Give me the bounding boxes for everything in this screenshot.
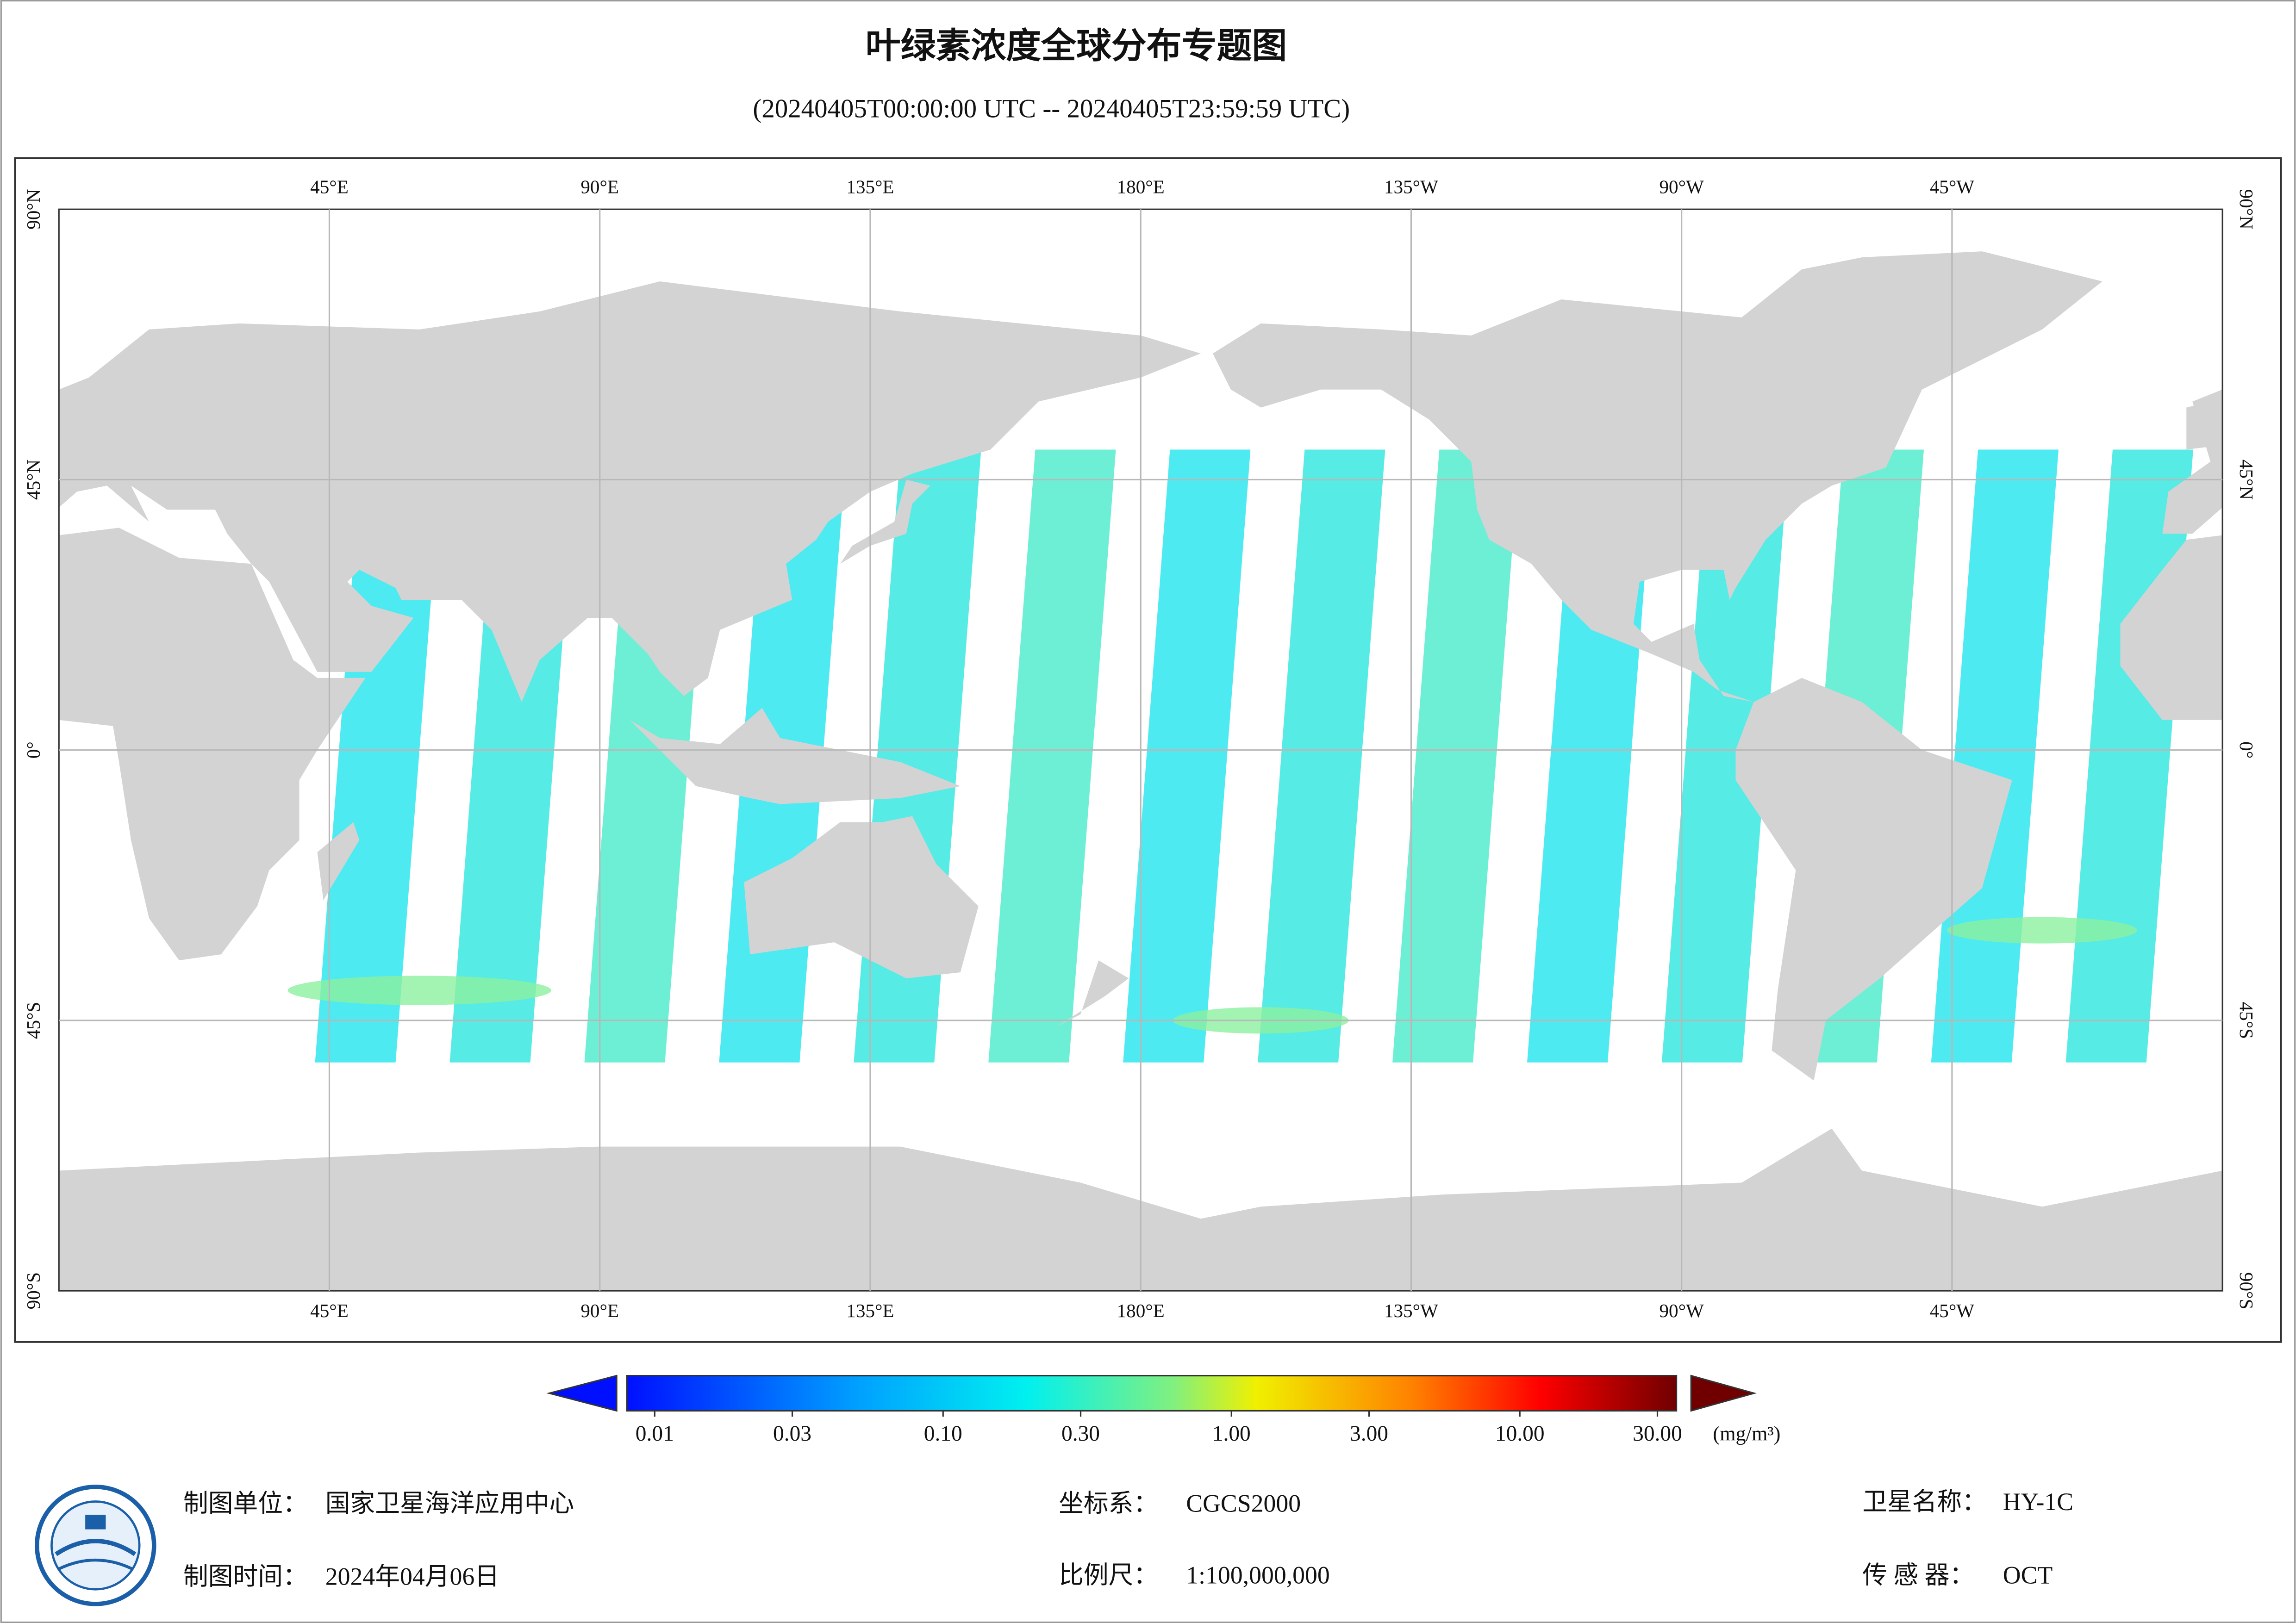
lat-label: 45°N (23, 460, 44, 500)
data-swath (1123, 449, 1251, 1063)
data-swath (315, 449, 443, 1063)
data-swath (988, 449, 1116, 1063)
land (1735, 678, 2012, 1081)
lon-label: 45°W (1930, 176, 1975, 197)
land (59, 281, 1201, 702)
footer-value: CGCS2000 (1186, 1489, 1301, 1517)
land (317, 822, 360, 901)
colorbar-high-arrow (1690, 1374, 1757, 1412)
land (59, 528, 366, 961)
footer-label: 比例尺： (1059, 1561, 1158, 1589)
logo (35, 1485, 156, 1606)
lon-label: 135°E (846, 176, 894, 197)
footer-label: 制图单位： (183, 1489, 308, 1517)
data-swath (1258, 449, 1385, 1063)
map-frame (14, 157, 2282, 1343)
land (2120, 535, 2223, 720)
data-patch (1947, 917, 2138, 944)
colorbar-tick-label: 0.01 (636, 1422, 674, 1446)
colorbar-tick-label: 10.00 (1495, 1422, 1545, 1446)
footer-label: 坐标系： (1059, 1489, 1158, 1517)
land (1056, 960, 1129, 1026)
footer-value: 1:100,000,000 (1186, 1561, 1330, 1589)
colorbar-tick-label: 3.00 (1350, 1422, 1388, 1446)
lat-label: 45°S (2236, 1002, 2257, 1039)
land (744, 816, 979, 979)
lon-label: 90°E (580, 176, 619, 197)
lon-label: 135°W (1384, 176, 1438, 197)
lat-label: 45°S (23, 1002, 44, 1039)
colorbar (626, 1374, 1678, 1412)
lon-label: 135°E (846, 1300, 894, 1321)
footer-label: 传 感 器： (1862, 1561, 1974, 1589)
data-swath (1661, 449, 1790, 1063)
data-swath (1931, 449, 2059, 1063)
colorbar-unit: (mg/m³) (1713, 1422, 1780, 1445)
lat-label: 90°N (23, 189, 44, 230)
colorbar-tick-label: 0.10 (924, 1422, 962, 1446)
lon-label: 90°W (1659, 176, 1704, 197)
lon-label: 90°E (580, 1300, 619, 1321)
footer-label: 卫星名称： (1862, 1488, 1987, 1516)
lon-label: 45°E (310, 1300, 349, 1321)
land (2186, 401, 2223, 450)
lon-label: 45°E (310, 176, 349, 197)
footer-label: 制图时间： (183, 1562, 308, 1590)
subtitle: (20240405T00:00:00 UTC -- 20240405T23:59… (753, 94, 1350, 123)
land (1212, 251, 2103, 702)
title: 叶绿素浓度全球分布专题图 (866, 27, 1287, 66)
lat-label: 90°N (2236, 189, 2257, 230)
colorbar-tick-label: 0.03 (773, 1422, 811, 1446)
colorbar-low-arrow (546, 1374, 618, 1412)
lat-label: 90°S (23, 1272, 44, 1309)
data-patch (287, 976, 551, 1005)
lat-label: 0° (23, 741, 44, 759)
footer-value: 国家卫星海洋应用中心 (325, 1489, 574, 1517)
land (840, 479, 930, 564)
colorbar-tick-label: 30.00 (1633, 1422, 1682, 1446)
lat-label: 90°S (2236, 1272, 2257, 1309)
lat-label: 0° (2236, 741, 2257, 759)
lon-label: 45°W (1930, 1300, 1975, 1321)
colorbar-tick-label: 1.00 (1212, 1422, 1251, 1446)
land (630, 708, 961, 804)
lon-label: 90°W (1659, 1300, 1704, 1321)
colorbar-tick-label: 0.30 (1061, 1422, 1100, 1446)
lon-label: 180°E (1117, 176, 1165, 197)
footer-value: OCT (2003, 1561, 2053, 1589)
data-swath (1392, 449, 1520, 1063)
land (59, 423, 71, 445)
lon-label: 180°E (1117, 1300, 1165, 1321)
footer-value: 2024年04月06日 (325, 1562, 499, 1590)
footer-value: HY-1C (2003, 1488, 2073, 1516)
lat-label: 45°N (2236, 460, 2257, 500)
lon-label: 135°W (1384, 1300, 1438, 1321)
